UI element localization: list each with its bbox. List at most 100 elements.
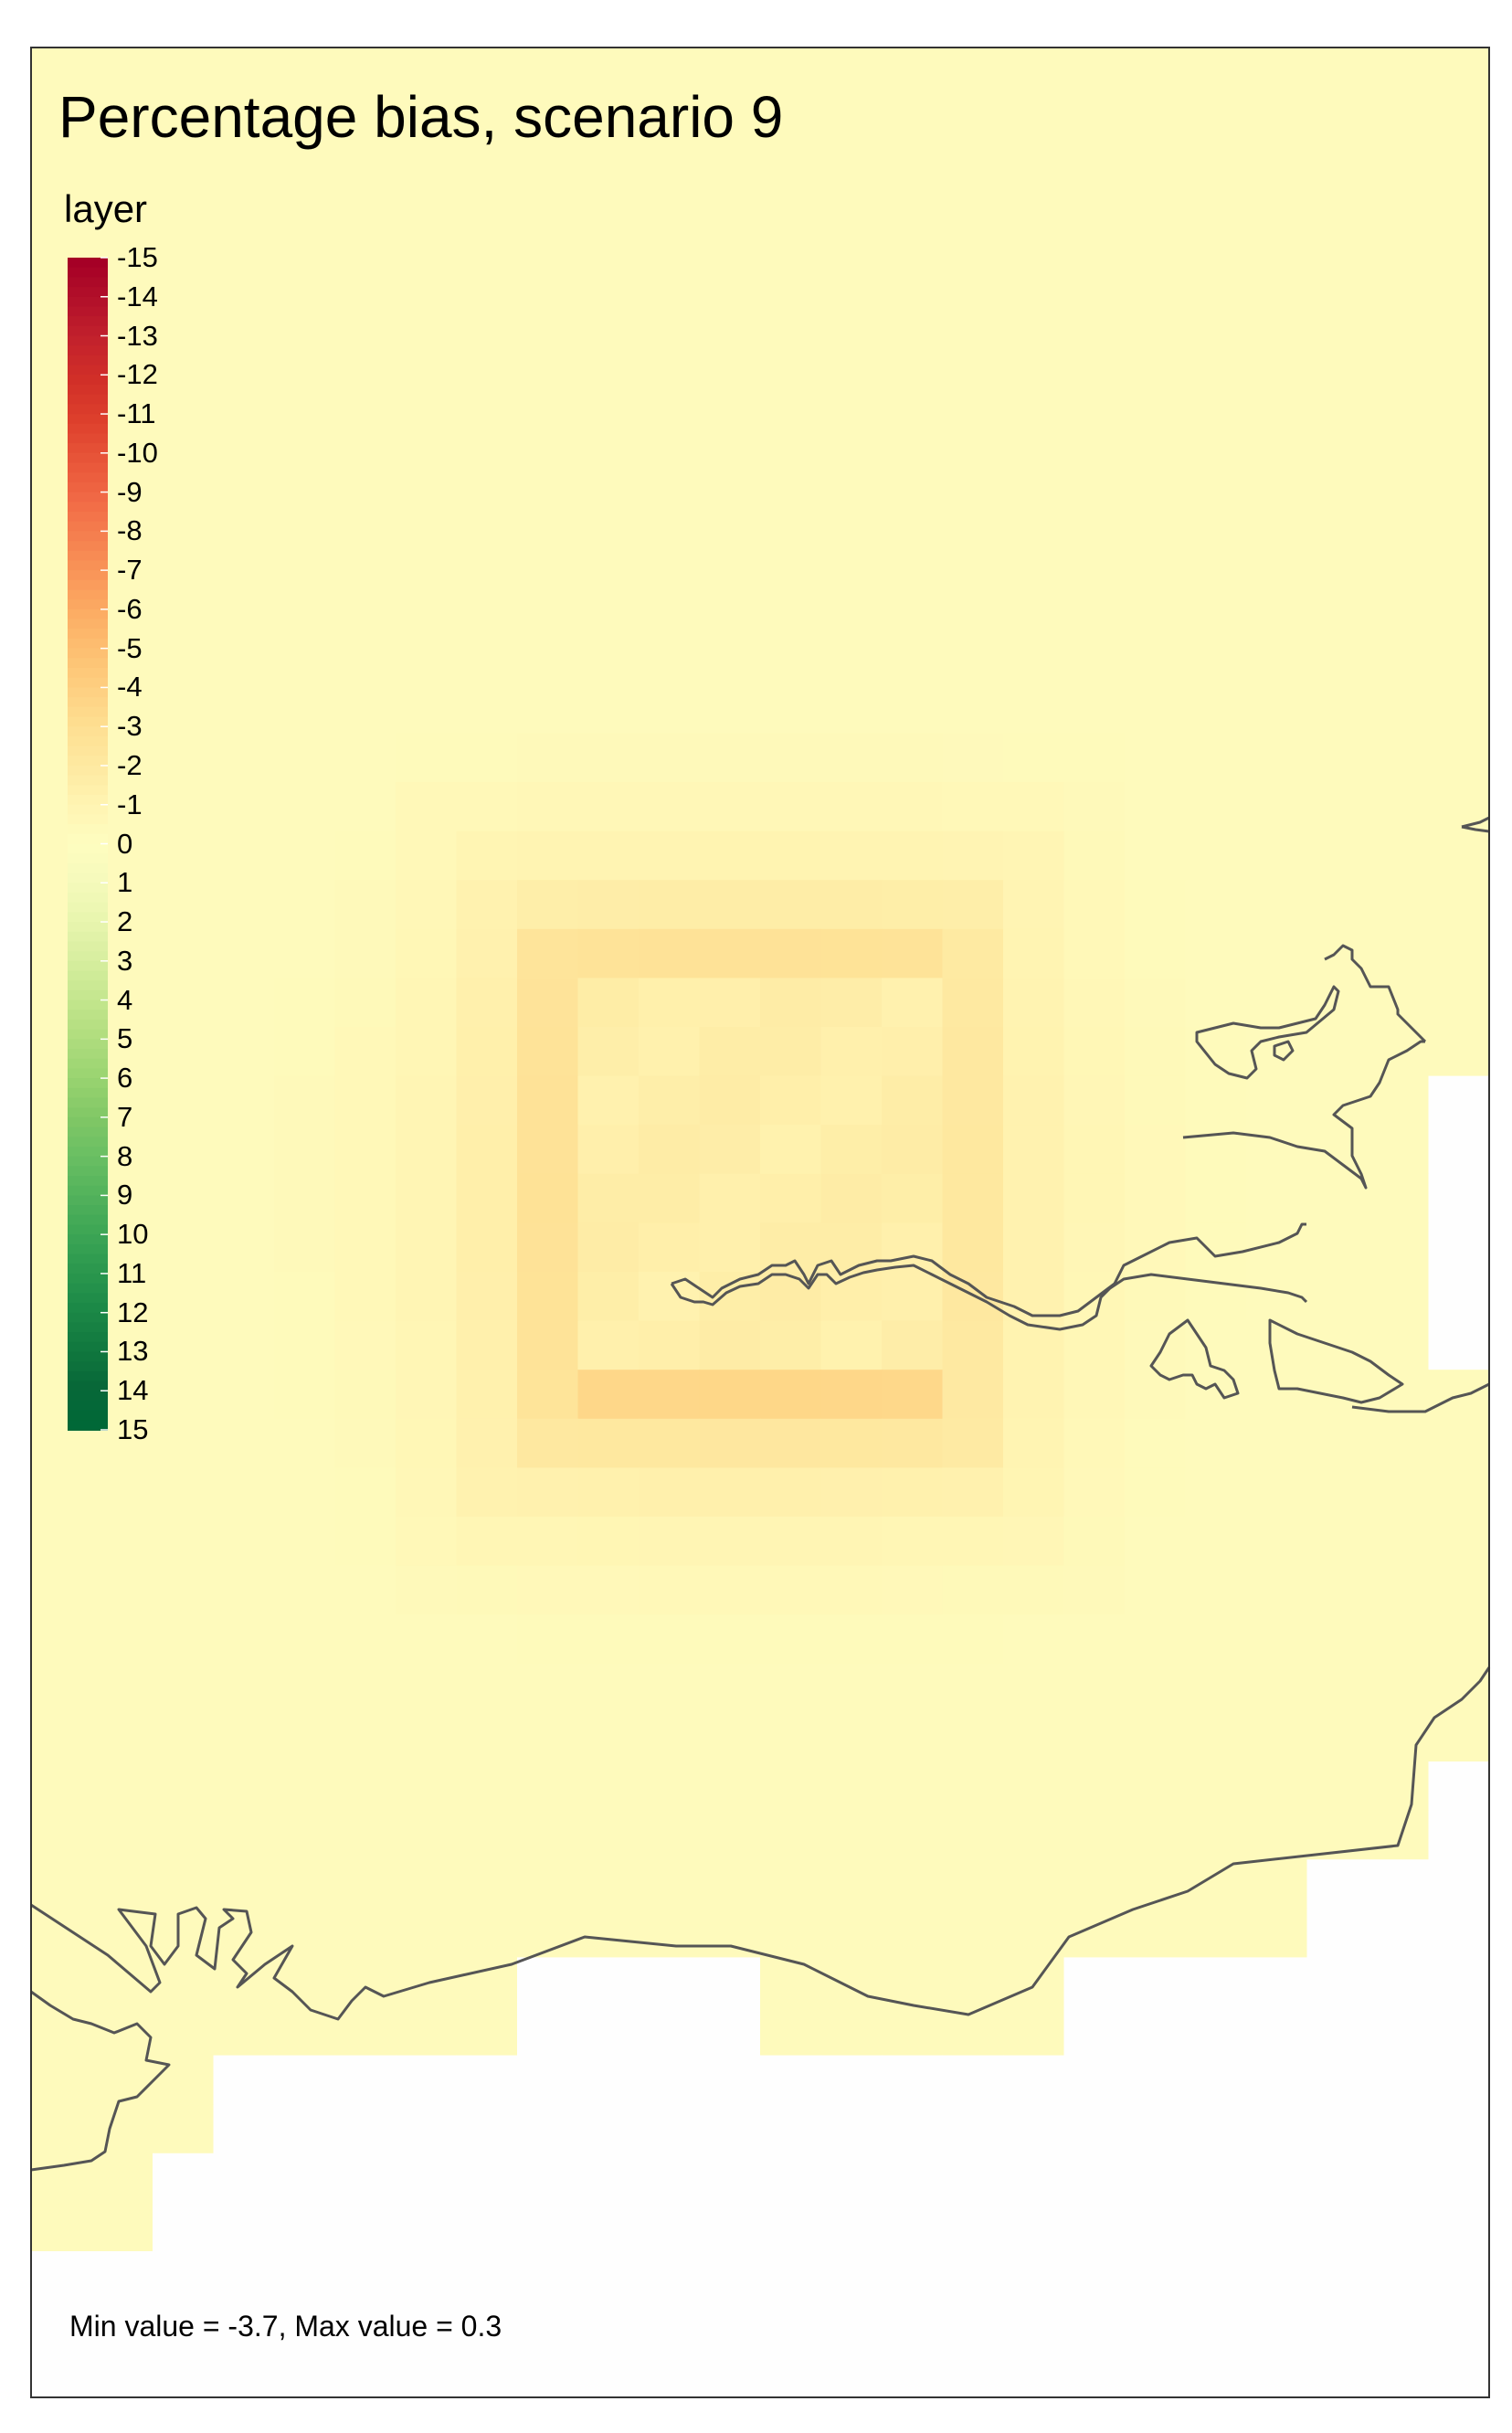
raster-cell <box>1063 1467 1126 1518</box>
raster-cell <box>1246 1075 1308 1126</box>
raster-cell <box>153 243 215 293</box>
raster-cell <box>1368 2055 1430 2105</box>
raster-cell <box>760 2153 822 2203</box>
raster-cell <box>820 1125 883 1175</box>
raster-cell <box>942 928 1004 978</box>
raster-cell <box>577 1761 640 1812</box>
legend-color-swatch <box>68 960 108 972</box>
raster-cell <box>456 243 518 293</box>
raster-cell <box>1306 733 1369 783</box>
legend-color-swatch <box>68 658 108 670</box>
raster-cell <box>760 830 822 881</box>
legend-color-swatch <box>68 746 108 757</box>
raster-cell <box>577 488 640 538</box>
raster-cell <box>1185 1761 1247 1812</box>
raster-cell <box>1368 145 1430 196</box>
raster-cell <box>456 2202 518 2252</box>
raster-cell <box>517 2202 579 2252</box>
raster-cell <box>1063 1370 1126 1420</box>
raster-cell <box>1306 194 1369 244</box>
raster-cell <box>760 1467 822 1518</box>
raster-cell <box>1185 2153 1247 2203</box>
raster-cell <box>517 928 579 978</box>
raster-cell <box>153 488 215 538</box>
legend-label: 3 <box>117 944 133 977</box>
raster-cell <box>699 1810 761 1860</box>
raster-cell <box>1428 1761 1490 1812</box>
raster-cell <box>334 2104 397 2154</box>
raster-cell <box>1246 1320 1308 1370</box>
raster-cell <box>91 145 153 196</box>
raster-cell <box>1063 830 1126 881</box>
raster-cell <box>456 830 518 881</box>
raster-cell <box>213 48 275 98</box>
raster-cell <box>699 1027 761 1077</box>
raster-cell <box>153 48 215 98</box>
raster-cell <box>942 243 1004 293</box>
raster-cell <box>1428 1810 1490 1860</box>
raster-cell <box>639 1027 701 1077</box>
raster-cell <box>1428 880 1490 930</box>
raster-cell <box>1368 292 1430 343</box>
raster-cell <box>639 1517 701 1567</box>
raster-cell <box>1246 1859 1308 1909</box>
raster-cell <box>456 1320 518 1370</box>
raster-cell <box>577 96 640 146</box>
raster-cell <box>1003 1957 1065 2007</box>
raster-cell <box>274 1075 336 1126</box>
raster-cell <box>153 1027 215 1077</box>
raster-cell <box>91 2153 153 2203</box>
raster-cell <box>699 48 761 98</box>
raster-cell <box>639 537 701 587</box>
legend-color-swatch <box>68 1176 108 1187</box>
raster-cell <box>639 978 701 1028</box>
raster-cell <box>699 2349 761 2398</box>
raster-cell <box>1063 978 1126 1028</box>
raster-cell <box>456 194 518 244</box>
raster-cell <box>1185 978 1247 1028</box>
raster-cell <box>456 2006 518 2057</box>
raster-cell <box>1428 1418 1490 1468</box>
raster-cell <box>1306 1517 1369 1567</box>
raster-cell <box>1003 1517 1065 1567</box>
raster-cell <box>1003 48 1065 98</box>
raster-cell <box>699 2251 761 2301</box>
raster-cell <box>334 439 397 489</box>
raster-cell <box>882 1957 944 2007</box>
raster-cell <box>153 880 215 930</box>
raster-cell <box>760 2055 822 2105</box>
raster-cell <box>1428 1712 1490 1762</box>
raster-cell <box>1246 782 1308 832</box>
raster-cell <box>1428 1957 1490 2007</box>
raster-cell <box>213 1370 275 1420</box>
raster-cell <box>942 1370 1004 1420</box>
raster-cell <box>396 341 458 391</box>
raster-cell <box>213 782 275 832</box>
raster-cell <box>1428 2300 1490 2350</box>
legend-color-swatch <box>68 472 108 483</box>
raster-cell <box>274 2055 336 2105</box>
raster-cell <box>334 1320 397 1370</box>
legend-color-swatch <box>68 1185 108 1197</box>
raster-cell <box>760 2104 822 2154</box>
legend-color-swatch <box>68 922 108 933</box>
raster-cell <box>882 2104 944 2154</box>
raster-cell <box>396 978 458 1028</box>
raster-cell <box>456 96 518 146</box>
raster-cell <box>1063 537 1126 587</box>
raster-cell <box>942 733 1004 783</box>
raster-cell <box>882 488 944 538</box>
raster-cell <box>760 1712 822 1762</box>
legend-color-swatch <box>68 775 108 787</box>
raster-cell <box>577 1075 640 1126</box>
raster-cell <box>1003 1908 1065 1958</box>
legend-color-swatch <box>68 414 108 425</box>
raster-cell <box>882 683 944 734</box>
raster-cell <box>1185 635 1247 685</box>
raster-cell <box>820 683 883 734</box>
raster-cell <box>1003 2006 1065 2057</box>
raster-cell <box>699 1467 761 1518</box>
raster-cell <box>760 880 822 930</box>
raster-cell <box>699 243 761 293</box>
raster-cell <box>1368 96 1430 146</box>
